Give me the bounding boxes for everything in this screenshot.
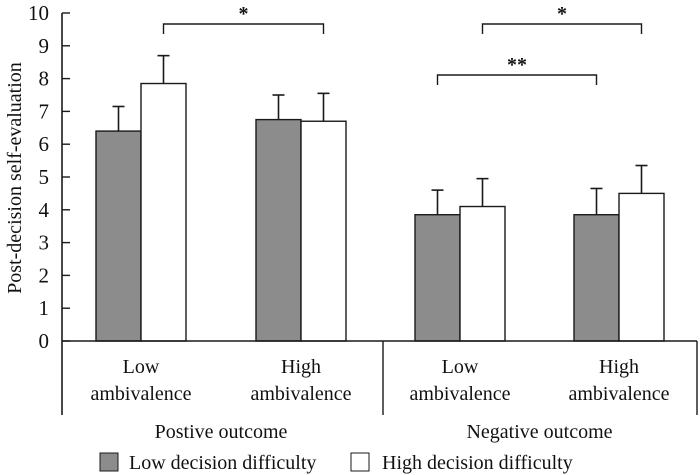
y-tick-label: 1 [39, 296, 50, 320]
legend: Low decision difficulty High decision dif… [99, 452, 573, 474]
y-tick-label: 9 [39, 34, 50, 58]
category-label: ambivalence [409, 383, 510, 405]
bar [459, 205, 506, 342]
legend-label: Low decision difficulty [129, 452, 316, 474]
bar [618, 192, 665, 342]
category-label: Low [442, 356, 479, 378]
y-tick-label: 6 [39, 132, 50, 156]
significance-bracket [436, 74, 598, 85]
significance-marker: ** [507, 54, 527, 76]
bar [95, 130, 142, 342]
y-tick-label: 0 [39, 329, 50, 353]
category-label: ambivalence [90, 383, 191, 405]
y-tick-label: 2 [39, 263, 50, 287]
y-tick-label: 4 [39, 198, 50, 222]
category-label: Low [123, 356, 160, 378]
significance-annotations: * *** [162, 3, 643, 85]
significance-marker: * [557, 3, 567, 25]
category-label: High [599, 356, 639, 378]
y-tick-label: 10 [28, 1, 49, 25]
y-axis: 0 1 2 3 4 5 6 7 8 9 10 [28, 1, 70, 415]
legend-swatch [99, 452, 119, 472]
bar [414, 214, 461, 342]
group-label: Negative outcome [466, 421, 612, 443]
significance-bracket [162, 23, 325, 34]
bar [255, 118, 302, 342]
legend-swatch [350, 452, 370, 472]
significance-marker: * [239, 3, 249, 25]
category-label: ambivalence [250, 383, 351, 405]
group-label: Postive outcome [155, 421, 288, 443]
bar [300, 120, 347, 342]
significance-bracket [481, 23, 643, 34]
bar [573, 214, 620, 342]
x-axis: Low ambivalence High ambivalence Low ambivale… [62, 340, 698, 443]
y-tick-label: 8 [39, 67, 50, 91]
legend-label: High decision difficulty [382, 452, 573, 474]
y-axis-label: Post-decision self-evaluation [4, 62, 26, 294]
category-label: High [281, 356, 321, 378]
category-label: ambivalence [568, 383, 669, 405]
y-tick-label: 3 [39, 231, 50, 255]
y-tick-label: 7 [39, 99, 50, 123]
bars [95, 54, 665, 342]
y-tick-label: 5 [39, 165, 50, 189]
bar [140, 82, 187, 342]
